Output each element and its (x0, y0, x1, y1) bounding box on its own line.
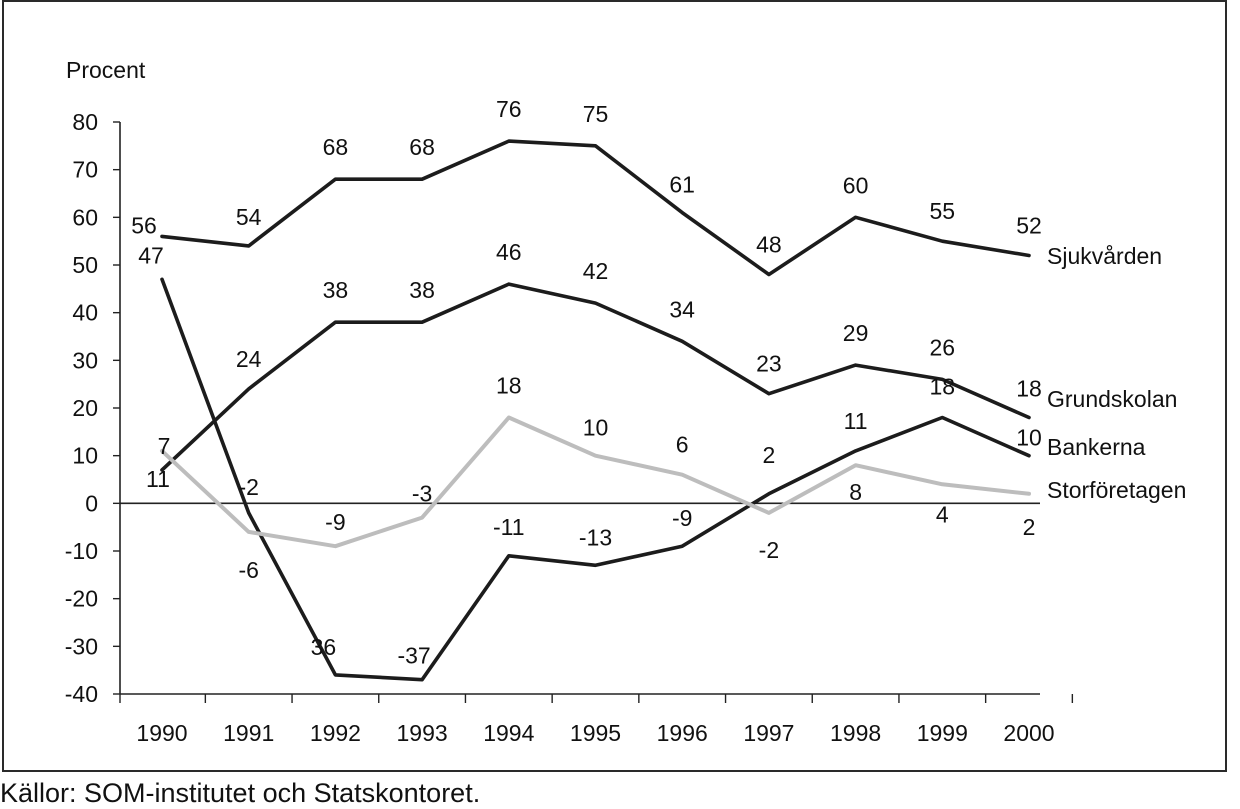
data-label: 48 (756, 232, 782, 258)
data-label: 7 (158, 433, 171, 459)
x-tick-label: 1998 (830, 720, 881, 746)
series-line-0 (160, 139, 1031, 277)
data-label: 2 (763, 442, 776, 468)
y-tick-label: 50 (72, 252, 98, 278)
x-tick-label: 1997 (743, 720, 794, 746)
data-label: 47 (138, 242, 164, 268)
data-label: 52 (1016, 212, 1042, 238)
data-label: -9 (325, 509, 345, 535)
y-tick-label: 10 (72, 443, 98, 469)
y-tick-label: 60 (72, 204, 98, 230)
series-line-3 (160, 415, 1031, 549)
series-name-label: Bankerna (1047, 434, 1146, 460)
data-label: 34 (669, 296, 695, 322)
y-axis-title: Procent (66, 57, 146, 83)
x-tick-label: 1999 (917, 720, 968, 746)
data-label: 2 (1023, 514, 1036, 540)
data-label: 76 (496, 96, 522, 122)
series-legend-labels: Sjukvården Grundskolan Bankerna Storföretag… (1047, 243, 1186, 503)
data-label: -13 (579, 524, 612, 550)
data-label: 54 (236, 204, 262, 230)
y-tick-label: -30 (65, 633, 98, 659)
series-line-1 (160, 282, 1031, 472)
data-label: 60 (843, 172, 869, 198)
data-label: 75 (583, 101, 609, 127)
y-tick-label: 0 (85, 490, 98, 516)
chart-frame (2, 0, 1227, 772)
data-label: 11 (844, 408, 868, 434)
series-name-label: Storföretagen (1047, 477, 1186, 503)
series-lines (160, 139, 1031, 682)
y-tick-label: -40 (65, 681, 98, 707)
data-label: 11 (146, 466, 170, 492)
data-label: -3 (412, 481, 432, 507)
data-label: 38 (323, 277, 349, 303)
data-label: -9 (672, 505, 692, 531)
x-tick-label: 1993 (397, 720, 448, 746)
data-label: 23 (756, 351, 782, 377)
data-label: 56 (131, 212, 157, 238)
data-label: 18 (496, 373, 522, 399)
data-label: 26 (930, 334, 956, 360)
x-tick-label: 1996 (657, 720, 708, 746)
y-tick-label: 20 (72, 395, 98, 421)
y-tick-label: 80 (72, 109, 98, 135)
data-label: 10 (583, 415, 609, 441)
data-label: -6 (238, 557, 258, 583)
data-label: 46 (496, 239, 522, 265)
data-label: 61 (669, 172, 695, 198)
line-chart: Procent 80 70 60 50 40 30 20 10 0 -10 -20 -30 -40 199… (65, 57, 1187, 746)
data-label: 8 (849, 479, 862, 505)
x-tick-label: 1992 (310, 720, 361, 746)
x-tick-label: 1995 (570, 720, 621, 746)
x-tick-label: 1991 (223, 720, 274, 746)
data-label: 4 (936, 501, 949, 527)
y-tick-label: -10 (65, 538, 98, 564)
y-tick-label: -20 (65, 586, 98, 612)
data-label: 29 (843, 320, 869, 346)
x-tick-label: 1990 (136, 720, 187, 746)
y-tick-label: 40 (72, 300, 98, 326)
y-tick-label: 70 (72, 157, 98, 183)
series-name-label: Sjukvården (1047, 243, 1162, 269)
data-label: 68 (323, 134, 349, 160)
data-label: -2 (238, 474, 258, 500)
data-label: 55 (930, 198, 956, 224)
data-label: 36 (311, 634, 337, 660)
data-label: 24 (236, 346, 262, 372)
data-label: -2 (759, 537, 779, 563)
data-label: -11 (493, 514, 525, 540)
x-tick-label: 2000 (1003, 720, 1054, 746)
data-label: -37 (397, 643, 430, 669)
data-label: 42 (583, 258, 609, 284)
data-label: 68 (409, 134, 435, 160)
y-tick-label: 30 (72, 347, 98, 373)
source-note: Källor: SOM-institutet och Statskontoret… (0, 778, 481, 808)
data-label: 38 (409, 277, 435, 303)
series-line-2 (160, 277, 1031, 682)
data-label: 18 (1016, 376, 1042, 402)
axes: 80 70 60 50 40 30 20 10 0 -10 -20 -30 -40 1990 1991 199… (65, 109, 1074, 746)
data-label: 6 (676, 432, 689, 458)
data-label: 10 (1016, 425, 1042, 451)
series-name-label: Grundskolan (1047, 386, 1177, 412)
data-label: 18 (930, 374, 956, 400)
x-tick-label: 1994 (483, 720, 534, 746)
